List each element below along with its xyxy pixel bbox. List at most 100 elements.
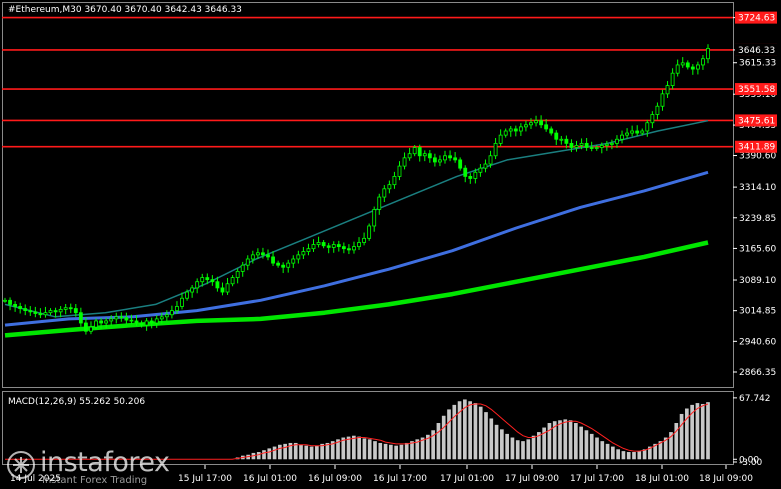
macd-bar: [685, 408, 689, 460]
candle-up: [615, 138, 619, 144]
level-label-box: [735, 114, 777, 127]
candle-down: [448, 155, 452, 159]
level-label: 3551.58: [738, 85, 775, 95]
candle-up: [362, 237, 366, 243]
macd-bar: [648, 446, 652, 460]
candle-up: [48, 310, 53, 314]
candle-down: [210, 279, 215, 283]
macd-bar: [341, 437, 346, 460]
macd-bar: [484, 412, 488, 460]
candle-up: [180, 297, 184, 307]
candle-up: [316, 242, 321, 245]
macd-bar: [420, 437, 425, 460]
macd-bar: [521, 441, 525, 460]
candle-up: [493, 142, 498, 157]
x-tick-label: 16 Jul 01:00: [243, 474, 297, 484]
candle-up: [352, 246, 356, 251]
macd-bar: [537, 432, 541, 460]
candle-down: [635, 130, 640, 134]
macd-bar: [669, 432, 673, 460]
macd-bar: [616, 449, 620, 460]
macd-bar: [563, 419, 568, 460]
candle-down: [205, 277, 210, 281]
candle-down: [13, 304, 18, 307]
candle-down: [336, 244, 341, 248]
y-tick-label: 3314.10: [739, 183, 776, 193]
candle-up: [296, 254, 301, 260]
candle-up: [109, 318, 114, 322]
macd-bar: [500, 429, 504, 460]
candle-down: [417, 147, 422, 157]
y-tick-label: 3089.10: [739, 276, 776, 286]
candle-down: [134, 320, 139, 324]
macd-bar: [558, 420, 562, 460]
macd-bar: [653, 443, 657, 460]
candle-up: [250, 254, 255, 260]
macd-bar: [663, 437, 668, 460]
candle-up: [169, 310, 174, 316]
candle-up: [357, 242, 361, 248]
candle-up: [579, 142, 584, 146]
candle-up: [235, 270, 240, 278]
candle-down: [99, 320, 103, 324]
macd-bar: [600, 441, 605, 460]
macd-bar: [679, 413, 684, 460]
candle-down: [149, 320, 154, 324]
candle-up: [200, 277, 205, 283]
candle-down: [215, 281, 220, 289]
candle-up: [311, 244, 316, 250]
macd-bar: [330, 441, 335, 460]
macd-bar: [415, 439, 420, 460]
level-label-box: [735, 140, 777, 153]
macd-bar: [611, 446, 615, 460]
macd-bar: [394, 445, 398, 460]
macd-bar: [336, 439, 340, 460]
candle-up: [402, 157, 407, 167]
candle-down: [544, 124, 549, 130]
candle-up: [630, 130, 635, 134]
macd-bar: [283, 443, 287, 460]
candle-up: [610, 142, 614, 145]
candle-up: [574, 145, 579, 148]
macd-bar: [325, 442, 330, 460]
candle-down: [539, 120, 544, 126]
candle-up: [114, 316, 119, 320]
candle-up: [225, 283, 230, 293]
candle-down: [453, 157, 458, 161]
macd-bar: [584, 430, 589, 460]
macd-bar: [404, 442, 409, 460]
candle-up: [604, 143, 609, 146]
macd-bar: [267, 448, 272, 460]
macd-bar: [447, 409, 451, 460]
candle-up: [660, 93, 665, 107]
candle-up: [397, 165, 402, 177]
candle-up: [524, 124, 528, 128]
candle-down: [68, 307, 73, 310]
candle-up: [407, 153, 412, 159]
candle-up: [478, 167, 483, 173]
macd-bar: [367, 439, 372, 460]
macd-bar: [262, 450, 266, 460]
candle-up: [701, 58, 705, 66]
candle-up: [706, 48, 710, 60]
current-price-label: 3646.33: [738, 46, 775, 56]
candle-up: [675, 64, 680, 74]
candle-up: [665, 85, 670, 95]
candle-down: [513, 128, 518, 132]
macd-bar: [489, 418, 494, 460]
candle-down: [589, 147, 594, 149]
candle-up: [372, 209, 377, 227]
macd-bar: [632, 452, 636, 460]
macd-bar: [478, 406, 483, 460]
y-tick-label: 3165.60: [739, 244, 776, 254]
candle-down: [458, 159, 463, 169]
macd-tick-label: -3.00: [739, 458, 763, 468]
candle-up: [412, 147, 417, 155]
macd-bar: [309, 446, 314, 460]
y-tick-label: 3239.85: [739, 214, 776, 224]
macd-bar: [426, 434, 430, 460]
macd-bar: [695, 403, 700, 460]
candle-down: [321, 242, 326, 247]
macd-tick-label: 0.00: [739, 455, 759, 465]
candle-up: [483, 163, 488, 169]
